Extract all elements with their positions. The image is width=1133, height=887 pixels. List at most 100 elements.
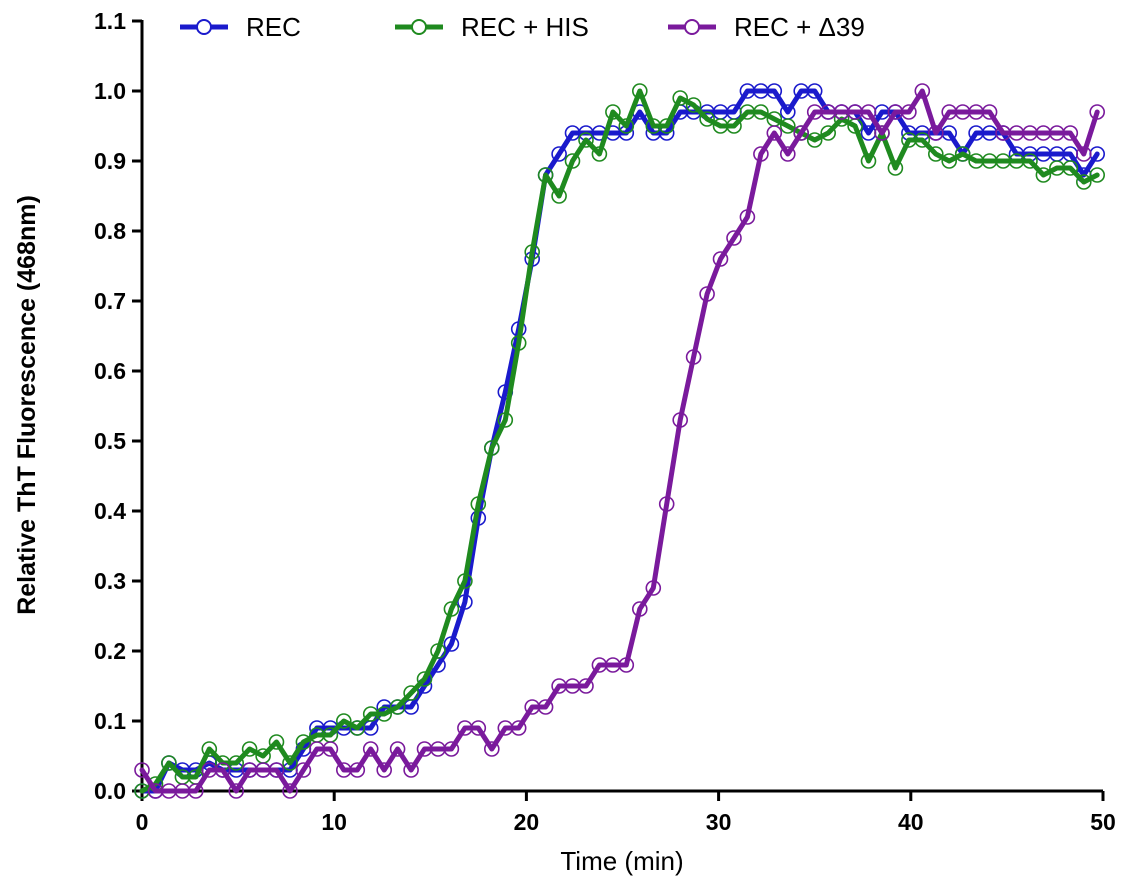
series-1-line <box>139 88 1100 794</box>
x-tick-label: 0 <box>136 809 149 835</box>
series-2-point <box>403 762 419 778</box>
series-group <box>134 83 1105 799</box>
series-1-point <box>201 741 218 757</box>
series-1 <box>134 83 1105 799</box>
series-2-point <box>295 762 312 778</box>
axes <box>140 20 1103 793</box>
y-tick-label: 0.7 <box>94 288 126 314</box>
x-axis-title: Time (min) <box>560 846 683 876</box>
series-1-point <box>726 118 742 134</box>
legend-marker <box>196 19 212 35</box>
series-0-line <box>139 88 1100 794</box>
series-1-point <box>497 412 514 428</box>
series-1-point <box>887 160 904 176</box>
series-1-point <box>820 125 837 141</box>
x-tick-label: 50 <box>1090 809 1116 835</box>
y-tick-label: 0.6 <box>94 358 126 384</box>
series-2-point <box>779 146 796 162</box>
series-2-point <box>470 720 487 736</box>
series-2-point <box>927 125 944 141</box>
series-1-point <box>753 104 769 120</box>
series-2-point <box>874 125 890 141</box>
series-1-point <box>927 146 944 162</box>
series-1-point <box>1035 167 1052 183</box>
series-1-point <box>618 118 635 134</box>
series-2-point <box>645 580 662 596</box>
series-2-point <box>389 741 406 757</box>
y-tick-label: 0.2 <box>94 638 126 664</box>
legend-label: REC <box>246 12 301 42</box>
series-1-point <box>268 734 285 750</box>
series-1-point <box>295 734 312 750</box>
series-2-point <box>349 762 366 778</box>
series-0-point <box>766 83 783 99</box>
series-2-point <box>618 657 635 673</box>
series-1-point <box>941 153 958 169</box>
series-1-point <box>483 440 500 456</box>
y-tick-label: 0.5 <box>94 428 126 454</box>
series-2-point <box>537 699 554 715</box>
x-tick-label: 10 <box>321 809 347 835</box>
series-2-point <box>766 125 783 141</box>
series-1-point <box>591 146 608 162</box>
legend-label: REC + Δ39 <box>734 12 865 42</box>
series-1-point <box>1022 153 1038 169</box>
y-tick-label: 1.1 <box>94 8 126 34</box>
x-tick-label: 40 <box>898 809 924 835</box>
series-2-point <box>712 251 729 267</box>
y-tick-label: 0.0 <box>94 778 126 804</box>
y-tick-label: 0.3 <box>94 568 126 594</box>
series-0-point <box>806 83 823 99</box>
legend-marker <box>411 19 427 35</box>
series-2-point <box>914 83 931 99</box>
series-1-point <box>335 713 352 729</box>
series-1-point <box>1076 174 1092 190</box>
series-1-point <box>457 573 473 589</box>
series-2-point <box>981 104 998 120</box>
series-1-point <box>443 601 460 617</box>
series-2-point <box>685 349 702 365</box>
series-1-point <box>954 146 971 162</box>
series-2-point <box>362 741 379 757</box>
y-axis-title: Relative ThT Fluorescence (468nm) <box>13 195 41 615</box>
series-0-point <box>443 636 460 652</box>
series-1-point <box>605 104 621 120</box>
legend-item-2: REC + Δ39 <box>668 12 865 42</box>
series-2-point <box>793 125 810 141</box>
series-1-point <box>564 153 581 169</box>
series-1-point <box>376 706 393 722</box>
series-1-point <box>537 167 554 183</box>
series-2-point <box>268 762 285 778</box>
series-2-point <box>483 741 500 757</box>
series-1-point <box>578 132 594 148</box>
series-2-point <box>631 601 648 617</box>
series-1-point <box>389 699 406 715</box>
series-1-point <box>430 643 446 659</box>
series-2-point <box>188 783 204 799</box>
y-tick-label: 0.8 <box>94 218 126 244</box>
series-1-point <box>806 132 823 148</box>
series-2-point <box>510 720 527 736</box>
series-1-point <box>672 90 689 106</box>
series-2-point <box>672 412 689 428</box>
series-2-point <box>134 762 150 778</box>
series-2-point <box>1089 104 1105 120</box>
series-1-point <box>228 755 244 771</box>
series-2-line <box>139 88 1100 794</box>
series-2-point <box>282 783 298 799</box>
series-0 <box>134 83 1105 799</box>
series-1-point <box>658 118 675 134</box>
series-2-point <box>1076 146 1092 162</box>
series-2-point <box>860 104 877 120</box>
y-ticks: 0.0 0.1 0.2 0.3 0.4 0.5 0.6 0.7 0.8 0.9 1.0 1.1 <box>94 8 142 804</box>
series-2-point <box>214 762 231 778</box>
series-2-point <box>699 286 715 302</box>
series-1-point <box>161 755 177 771</box>
series-1-point <box>914 132 931 148</box>
series-2-point <box>322 741 339 757</box>
series-1-point <box>779 118 796 134</box>
series-1-point <box>403 685 419 701</box>
series-1-point <box>510 335 527 351</box>
series-2-point <box>658 496 675 512</box>
